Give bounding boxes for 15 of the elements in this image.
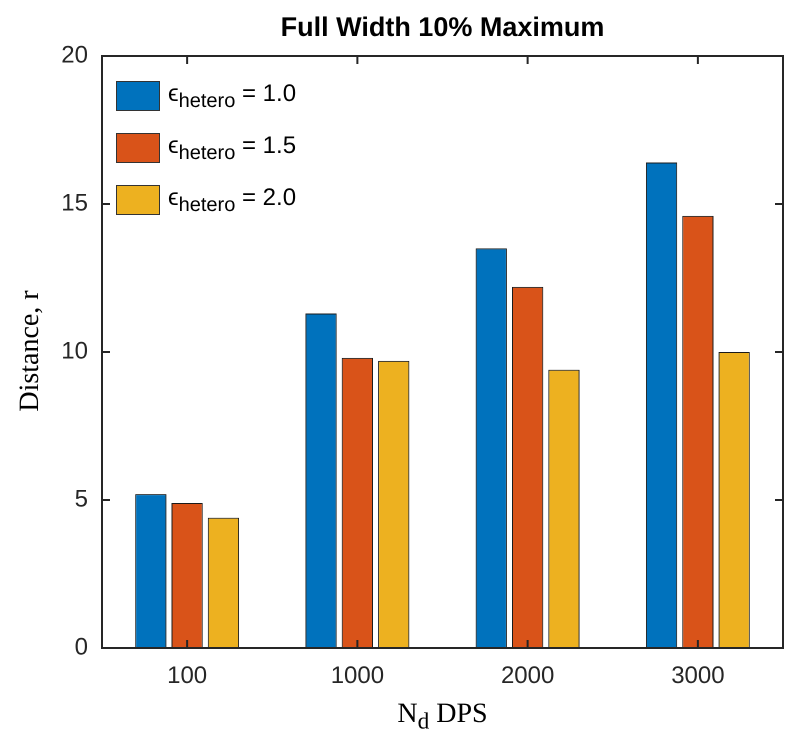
y-tick-label: 5 — [74, 486, 88, 513]
y-tick-label: 15 — [61, 190, 88, 217]
x-tick-label: 100 — [167, 662, 208, 690]
x-axis-title: N$_{d}$ DPS — [396, 698, 489, 736]
chart-title: Full Width 10% Maximum — [280, 12, 606, 43]
y-tick-label: 10 — [61, 338, 88, 365]
legend-label: ϵ$_{hetero}$ = 2.0 — [168, 184, 296, 216]
x-tick-label: 2000 — [500, 662, 554, 690]
legend-label: ϵ$_{hetero}$ = 1.0 — [168, 80, 296, 112]
x-tick-label: 1000 — [330, 662, 384, 690]
y-tick-label: 0 — [74, 634, 88, 661]
x-tick-label: 3000 — [671, 662, 725, 690]
y-tick-label: 20 — [61, 42, 88, 69]
y-axis-title: Distance, r — [14, 289, 46, 414]
legend-label: ϵ$_{hetero}$ = 1.5 — [168, 132, 296, 164]
